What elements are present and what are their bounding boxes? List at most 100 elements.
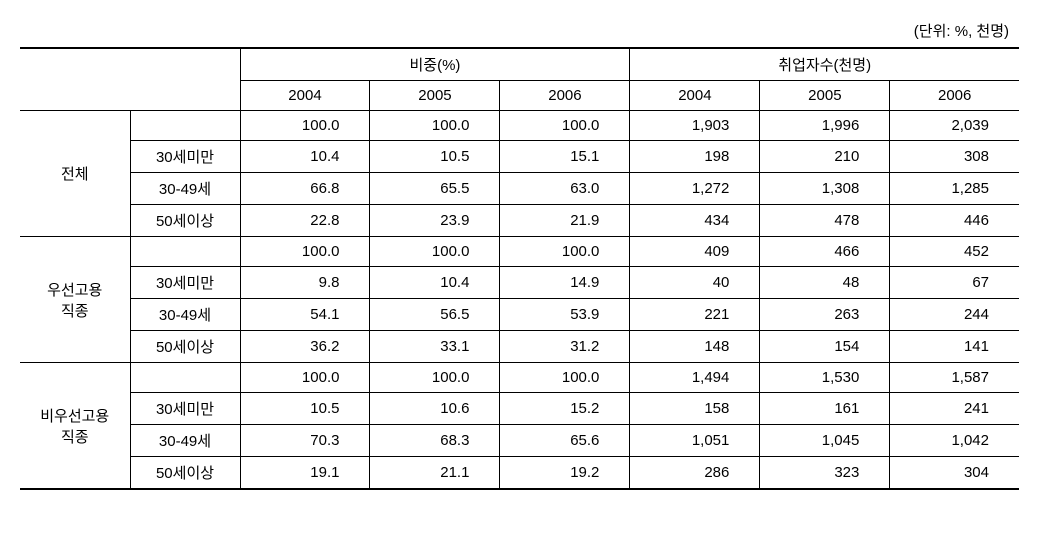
data-cell: 9.8 — [240, 267, 370, 299]
table-row: 30세미만10.410.515.1198210308 — [20, 141, 1019, 173]
data-cell: 323 — [760, 457, 890, 490]
data-table: 비중(%) 취업자수(천명) 2004 2005 2006 2004 2005 … — [20, 47, 1019, 490]
sub-label — [130, 111, 240, 141]
data-cell: 10.5 — [370, 141, 500, 173]
header-row-groups: 비중(%) 취업자수(천명) — [20, 48, 1019, 81]
data-cell: 66.8 — [240, 173, 370, 205]
data-cell: 56.5 — [370, 299, 500, 331]
data-cell: 21.1 — [370, 457, 500, 490]
sub-label: 50세이상 — [130, 205, 240, 237]
data-cell: 100.0 — [240, 363, 370, 393]
table-row: 우선고용 직종100.0100.0100.0409466452 — [20, 237, 1019, 267]
data-cell: 100.0 — [500, 237, 630, 267]
table-row: 30-49세54.156.553.9221263244 — [20, 299, 1019, 331]
data-cell: 141 — [890, 331, 1019, 363]
table-row: 50세이상22.823.921.9434478446 — [20, 205, 1019, 237]
data-cell: 100.0 — [370, 363, 500, 393]
data-cell: 1,051 — [630, 425, 760, 457]
data-cell: 286 — [630, 457, 760, 490]
sub-label: 30-49세 — [130, 173, 240, 205]
data-cell: 100.0 — [500, 111, 630, 141]
sub-label: 50세이상 — [130, 331, 240, 363]
data-cell: 148 — [630, 331, 760, 363]
data-cell: 15.1 — [500, 141, 630, 173]
sub-label: 50세이상 — [130, 457, 240, 490]
data-cell: 308 — [890, 141, 1019, 173]
header-cnt: 취업자수(천명) — [630, 48, 1019, 81]
sub-label: 30-49세 — [130, 425, 240, 457]
data-cell: 1,996 — [760, 111, 890, 141]
data-cell: 1,042 — [890, 425, 1019, 457]
data-cell: 65.6 — [500, 425, 630, 457]
data-cell: 10.6 — [370, 393, 500, 425]
table-row: 50세이상36.233.131.2148154141 — [20, 331, 1019, 363]
data-cell: 2,039 — [890, 111, 1019, 141]
data-cell: 1,530 — [760, 363, 890, 393]
data-cell: 10.5 — [240, 393, 370, 425]
data-cell: 161 — [760, 393, 890, 425]
data-cell: 36.2 — [240, 331, 370, 363]
data-cell: 1,272 — [630, 173, 760, 205]
data-cell: 452 — [890, 237, 1019, 267]
year: 2005 — [760, 81, 890, 111]
group-name: 전체 — [20, 111, 130, 237]
data-cell: 22.8 — [240, 205, 370, 237]
sub-label: 30-49세 — [130, 299, 240, 331]
data-cell: 10.4 — [240, 141, 370, 173]
table-row: 30세미만10.510.615.2158161241 — [20, 393, 1019, 425]
data-cell: 1,587 — [890, 363, 1019, 393]
data-cell: 70.3 — [240, 425, 370, 457]
table-row: 30-49세70.368.365.61,0511,0451,042 — [20, 425, 1019, 457]
data-cell: 1,308 — [760, 173, 890, 205]
data-cell: 54.1 — [240, 299, 370, 331]
sub-label — [130, 237, 240, 267]
data-cell: 48 — [760, 267, 890, 299]
data-cell: 23.9 — [370, 205, 500, 237]
data-cell: 1,494 — [630, 363, 760, 393]
data-cell: 478 — [760, 205, 890, 237]
table-row: 30-49세66.865.563.01,2721,3081,285 — [20, 173, 1019, 205]
data-cell: 154 — [760, 331, 890, 363]
header-pct: 비중(%) — [240, 48, 630, 81]
data-cell: 158 — [630, 393, 760, 425]
data-cell: 63.0 — [500, 173, 630, 205]
year: 2006 — [890, 81, 1019, 111]
year: 2004 — [630, 81, 760, 111]
data-cell: 304 — [890, 457, 1019, 490]
data-cell: 409 — [630, 237, 760, 267]
data-cell: 65.5 — [370, 173, 500, 205]
data-cell: 67 — [890, 267, 1019, 299]
data-cell: 19.1 — [240, 457, 370, 490]
data-cell: 446 — [890, 205, 1019, 237]
data-cell: 1,285 — [890, 173, 1019, 205]
sub-label: 30세미만 — [130, 141, 240, 173]
data-cell: 10.4 — [370, 267, 500, 299]
data-cell: 100.0 — [240, 237, 370, 267]
data-cell: 241 — [890, 393, 1019, 425]
data-cell: 221 — [630, 299, 760, 331]
data-cell: 100.0 — [370, 111, 500, 141]
year: 2005 — [370, 81, 500, 111]
data-cell: 210 — [760, 141, 890, 173]
sub-label: 30세미만 — [130, 393, 240, 425]
group-name: 비우선고용 직종 — [20, 363, 130, 490]
table-row: 30세미만9.810.414.9404867 — [20, 267, 1019, 299]
data-cell: 244 — [890, 299, 1019, 331]
table-row: 50세이상19.121.119.2286323304 — [20, 457, 1019, 490]
unit-label: (단위: %, 천명) — [20, 20, 1019, 41]
year: 2006 — [500, 81, 630, 111]
data-cell: 263 — [760, 299, 890, 331]
data-cell: 100.0 — [500, 363, 630, 393]
data-cell: 1,903 — [630, 111, 760, 141]
table-row: 비우선고용 직종100.0100.0100.01,4941,5301,587 — [20, 363, 1019, 393]
data-cell: 466 — [760, 237, 890, 267]
data-cell: 21.9 — [500, 205, 630, 237]
data-cell: 100.0 — [370, 237, 500, 267]
data-cell: 198 — [630, 141, 760, 173]
data-cell: 19.2 — [500, 457, 630, 490]
table-row: 전체100.0100.0100.01,9031,9962,039 — [20, 111, 1019, 141]
year: 2004 — [240, 81, 370, 111]
data-cell: 33.1 — [370, 331, 500, 363]
data-cell: 434 — [630, 205, 760, 237]
sub-label — [130, 363, 240, 393]
